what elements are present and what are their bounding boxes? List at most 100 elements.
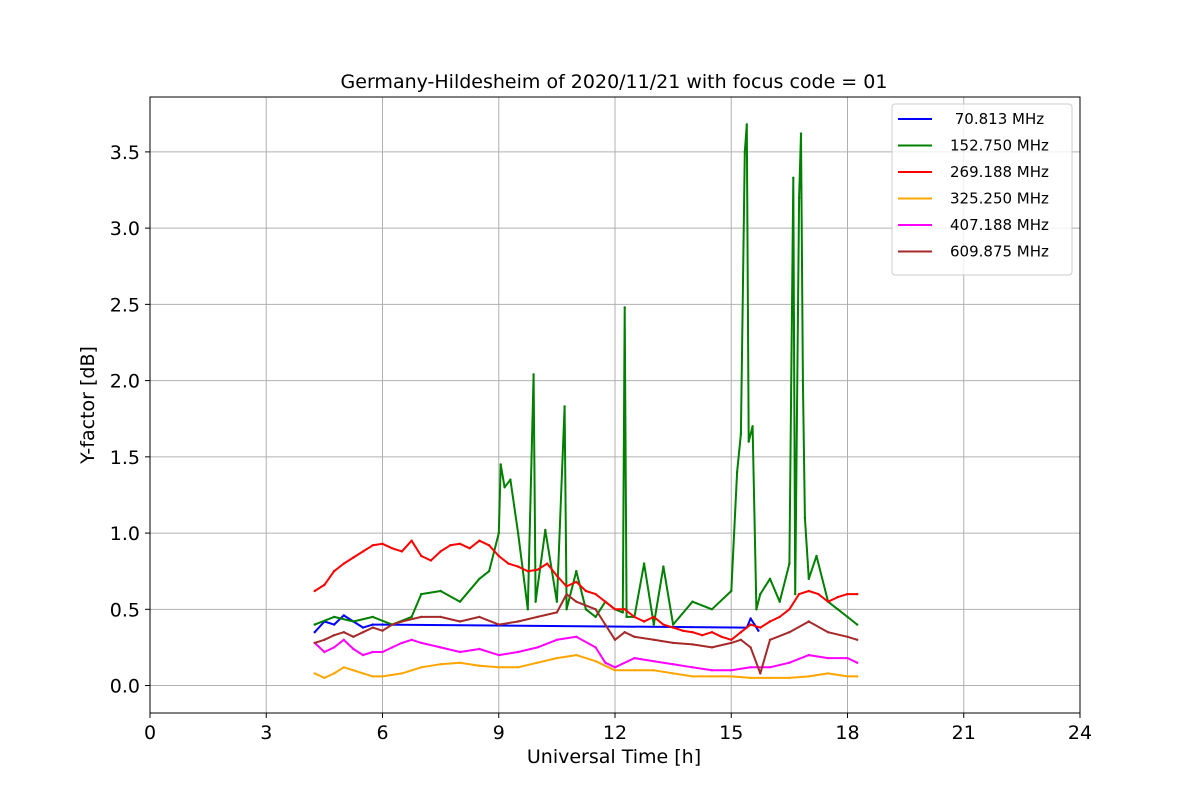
data-point <box>497 531 500 535</box>
data-point <box>361 626 365 629</box>
data-point <box>807 577 810 580</box>
data-point <box>613 608 617 611</box>
data-point <box>352 635 355 638</box>
y-tick-label: 0.5 <box>110 599 140 621</box>
data-point <box>371 626 374 629</box>
data-point <box>846 656 849 660</box>
data-point <box>420 615 423 619</box>
data-point <box>652 660 655 663</box>
data-point <box>332 623 336 626</box>
data-point <box>671 641 675 645</box>
data-point <box>507 562 510 565</box>
data-point <box>478 664 481 667</box>
data-point <box>439 663 442 666</box>
data-point <box>487 570 491 573</box>
data-point <box>730 641 733 645</box>
data-point <box>846 675 849 678</box>
y-tick-label: 3.5 <box>110 142 140 164</box>
data-point <box>516 650 520 654</box>
data-point <box>594 615 597 619</box>
legend: 70.813 MHz 152.750 MHz 269.188 MHz 325.250 … <box>891 103 1073 276</box>
data-point <box>546 562 549 565</box>
data-point <box>856 623 859 626</box>
data-point <box>739 432 743 436</box>
data-point <box>807 620 810 623</box>
plot-series <box>313 123 859 680</box>
data-point <box>439 615 442 619</box>
data-point <box>381 629 384 632</box>
data-point <box>856 592 859 596</box>
data-point <box>788 676 791 680</box>
data-point <box>555 638 559 641</box>
x-tick-label: 9 <box>493 722 505 744</box>
data-point <box>478 647 481 651</box>
data-point <box>730 669 733 672</box>
data-point <box>681 629 684 632</box>
data-point <box>487 544 491 547</box>
data-point <box>749 666 752 669</box>
data-point <box>788 562 791 565</box>
data-point <box>826 672 830 675</box>
data-point <box>536 568 539 571</box>
data-point <box>371 650 374 654</box>
data-point <box>836 608 839 611</box>
data-point <box>544 528 547 532</box>
data-point <box>361 672 365 675</box>
data-point <box>410 539 413 542</box>
data-point <box>801 379 805 382</box>
data-point <box>565 585 568 588</box>
x-tick-label: 0 <box>144 722 156 744</box>
data-point <box>792 176 795 179</box>
data-point <box>652 638 655 641</box>
data-point <box>720 635 723 638</box>
data-point <box>807 589 810 593</box>
data-point <box>371 615 374 619</box>
data-point <box>323 583 326 587</box>
data-point <box>749 617 752 620</box>
data-point <box>342 666 345 669</box>
data-point <box>313 672 316 675</box>
data-point <box>332 570 336 573</box>
data-point <box>633 669 636 672</box>
data-point <box>400 620 404 623</box>
data-point <box>799 132 803 135</box>
legend-entry-label: 407.188 MHz <box>950 216 1049 234</box>
data-point <box>613 638 617 641</box>
data-point <box>836 595 839 599</box>
data-point <box>710 646 714 649</box>
x-axis: 0 3 6 9 12 15 18 21 24 <box>144 713 1092 744</box>
data-point <box>555 611 559 614</box>
data-point <box>342 562 345 565</box>
data-point <box>381 623 384 626</box>
data-point <box>555 600 559 603</box>
data-point <box>420 641 423 645</box>
data-point <box>400 550 404 553</box>
data-point <box>516 565 520 568</box>
data-point <box>710 608 714 611</box>
data-point <box>565 592 568 596</box>
data-point <box>652 615 655 619</box>
data-point <box>691 643 694 646</box>
data-point <box>856 675 859 678</box>
data-point <box>788 631 791 634</box>
data-point <box>759 626 762 629</box>
data-point <box>332 672 336 675</box>
data-point <box>439 589 442 593</box>
data-point <box>352 647 355 651</box>
data-point <box>536 615 539 619</box>
data-point <box>642 620 646 623</box>
y-tick-label: 1.5 <box>110 447 140 469</box>
data-point <box>817 592 820 596</box>
x-tick-label: 24 <box>1068 722 1092 744</box>
data-point <box>584 589 588 593</box>
data-point <box>420 666 423 669</box>
data-point <box>778 600 781 603</box>
y-tick-label: 2.0 <box>110 371 140 393</box>
x-tick-label: 21 <box>952 722 976 744</box>
data-point <box>735 470 739 474</box>
data-point <box>749 646 752 649</box>
data-point <box>613 669 617 672</box>
data-point <box>633 635 636 638</box>
data-point <box>478 577 481 580</box>
data-point <box>497 653 500 657</box>
